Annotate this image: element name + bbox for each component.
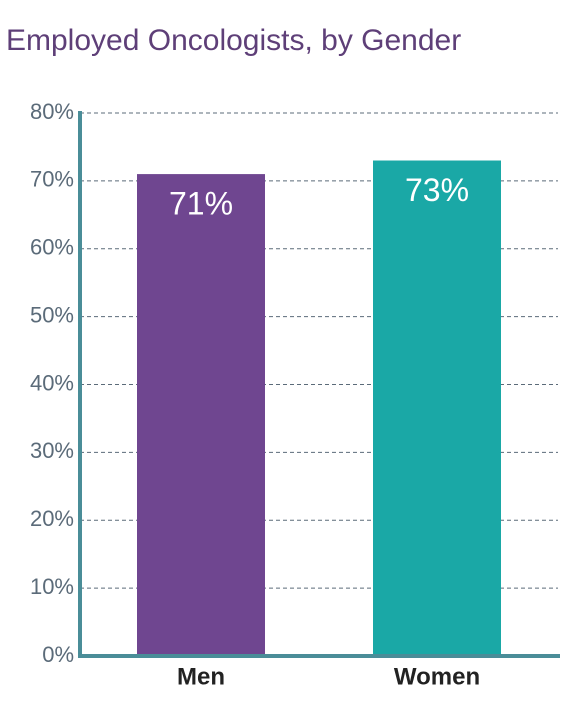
y-tick-label: 0% xyxy=(42,642,74,667)
y-tick-label: 50% xyxy=(30,302,74,327)
y-tick-label: 40% xyxy=(30,370,74,395)
y-tick-label: 10% xyxy=(30,574,74,599)
bar xyxy=(137,174,265,656)
chart-title: Employed Oncologists, by Gender xyxy=(6,24,461,57)
y-tick-label: 20% xyxy=(30,506,74,531)
x-tick-label: Women xyxy=(394,663,480,690)
y-tick-label: 70% xyxy=(30,167,74,192)
value-label: 73% xyxy=(405,172,469,208)
x-tick-label: Men xyxy=(177,663,225,690)
y-tick-label: 30% xyxy=(30,438,74,463)
value-label: 71% xyxy=(169,186,233,222)
y-tick-label: 80% xyxy=(30,99,74,124)
bar xyxy=(373,160,501,656)
y-tick-label: 60% xyxy=(30,235,74,260)
